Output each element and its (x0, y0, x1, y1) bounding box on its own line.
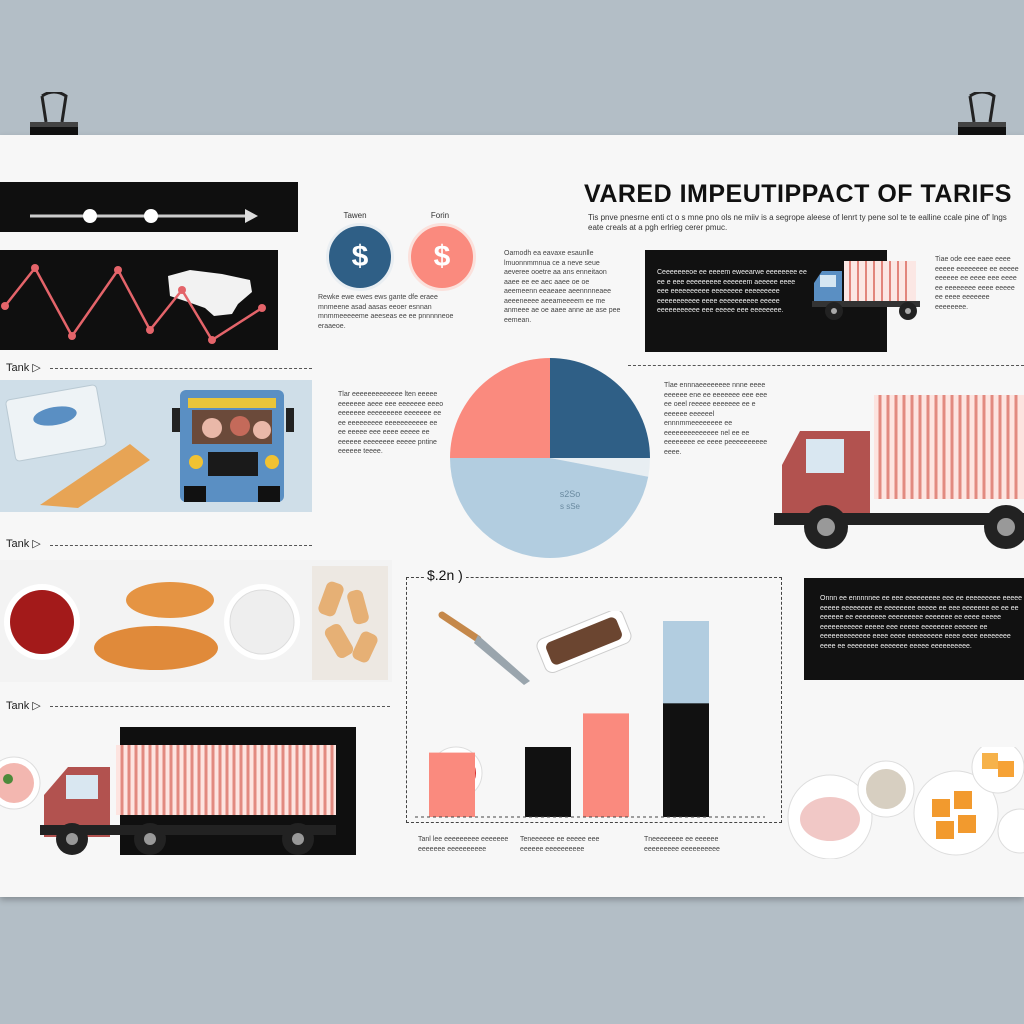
knife-and-spice-icon (438, 611, 632, 685)
upper-mid-text: Oarnodh ea eavaxe esaunlle lmuonnmmnua c… (504, 250, 621, 324)
coin-caption-text: Rewke ewe ewes ews gante dfe eraee mnmee… (318, 294, 454, 330)
cone-pastry (40, 444, 150, 508)
bar-caption-2: Teneeeeee ee eeeee eee eeeeee eeeeeeeeee (520, 836, 600, 853)
croissant-top (126, 582, 214, 618)
bar-caption-1: Tanl lee eeeeeeeee eeeeeee eeeeeee eeeee… (418, 836, 509, 853)
dollar-coin-salmon: $ (408, 223, 476, 291)
pie-label: s2So (560, 489, 581, 499)
bar-chart (415, 621, 765, 818)
pie-chart: s2So s sSe (450, 358, 650, 558)
right-dark-text: Onnn ee ennnnnee ee eee eeeeeeeee eee ee… (820, 595, 1023, 650)
usa-map-shape (168, 270, 252, 316)
squash-cubes (932, 791, 976, 839)
bar (429, 752, 475, 817)
bar-chart-frame (406, 577, 782, 823)
section-divider-right (628, 365, 1024, 366)
seed-bowl (866, 769, 906, 809)
timeline-banner (0, 182, 298, 232)
food-truck-panel (0, 380, 312, 512)
coin-caption-right: Forin (430, 211, 450, 220)
poster-title: VARED IMPEUTIPPACT OF TARIFS (584, 180, 1012, 208)
dollar-coin-navy: $ (326, 223, 394, 291)
poster-subtitle: Tis pnve pnesrne enti ct o s mne pno ols… (588, 213, 1007, 232)
ingredient-bowls (787, 747, 1024, 859)
small-truck-icon (812, 261, 920, 320)
section-divider-1 (50, 368, 312, 369)
pie-slice (450, 358, 550, 458)
food-items-panel (0, 560, 392, 682)
infographic-poster: VARED IMPEUTIPPACT OF TARIFS Tis pnve pn… (0, 135, 1024, 897)
pie-slice (550, 458, 650, 477)
right-top-text: Tiae ode eee eaee eeee eeeee eeeeeeee ee… (935, 256, 1019, 311)
right-dark-text-box: Onnn ee ennnnnee ee eee eeeeeeeee eee ee… (804, 578, 1024, 680)
section-divider-2 (50, 545, 312, 546)
mid-left-text: Tlar eeeeeeeeeeeee lten eeeee eeeeeee ae… (338, 391, 444, 455)
spice-bowl-red (10, 590, 74, 654)
chicken-bowl (800, 797, 860, 841)
pasta-pieces (318, 581, 378, 663)
section-label-1: Tank ▷ (6, 362, 41, 374)
bar-chart-label: $.2n ) (424, 567, 466, 583)
bar (525, 747, 571, 817)
croissant-bottom (94, 626, 218, 670)
coin-caption-left: Tawen (343, 211, 367, 220)
truck-box-text: Ceeeeeeeoe ee eeeem eweearwe eeeeeeee ee… (657, 269, 807, 314)
pie-sublabel: s sSe (560, 502, 581, 511)
mid-right-text: Tlae ennnaeeeeeeee nnne eeee eeeeee ene … (664, 382, 768, 456)
section-divider-3 (50, 706, 390, 707)
bar-cap (663, 621, 709, 704)
trend-map-panel (0, 250, 278, 350)
bar-caption-3: Tneeeeeeee ee eeeeee eeeeeeeee eeeeeeeee… (644, 836, 720, 853)
pie-slice (550, 358, 650, 458)
section-label-2: Tank ▷ (6, 538, 41, 550)
section-label-3: Tank ▷ (6, 700, 41, 712)
rice-bowl (229, 589, 295, 655)
bar (583, 713, 629, 817)
big-red-truck (774, 395, 1024, 549)
bottom-truck-panel (0, 727, 356, 855)
pie-slice (450, 458, 649, 558)
